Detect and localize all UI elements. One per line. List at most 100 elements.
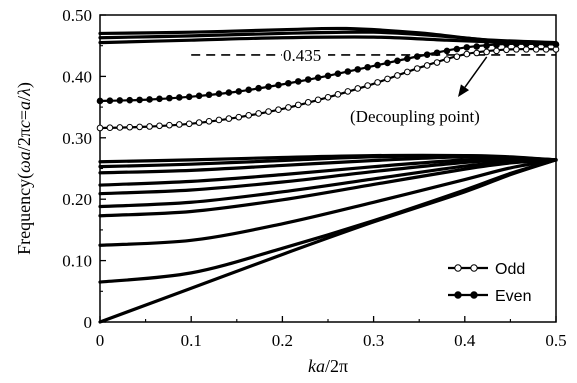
data-point: [463, 50, 471, 58]
data-point: [156, 95, 163, 103]
series-line: [98, 158, 558, 247]
series-layer: [96, 26, 560, 324]
y-tick-label: 0.50: [62, 6, 92, 25]
data-point: [136, 96, 143, 104]
y-axis-title-post: ): [14, 82, 35, 88]
legend: Odd Even: [448, 261, 531, 305]
data-point: [136, 123, 143, 131]
data-point: [463, 44, 471, 51]
y-tick-label: 0: [84, 313, 93, 332]
y-tick-label: 0.40: [62, 67, 92, 86]
data-point: [195, 119, 203, 126]
x-tick-label: 0.1: [181, 331, 202, 350]
data-point: [483, 42, 490, 50]
y-axis-title-eq: =: [14, 110, 34, 120]
x-axis-title-italic: ka: [308, 356, 325, 376]
data-point: [374, 79, 381, 86]
data-point: [126, 96, 134, 104]
data-point: [404, 55, 411, 63]
y-axis-ticks: 0 0.10 0.20 0.30 0.40 0.50: [62, 6, 106, 332]
legend-marker: [454, 264, 462, 272]
y-axis-title-italic: ωa: [14, 151, 34, 173]
annotation-layer: 0.435 (Decoupling point): [282, 45, 516, 127]
data-point: [413, 65, 421, 72]
data-point: [225, 89, 233, 96]
reference-value-label: 0.435: [283, 46, 321, 65]
data-point: [364, 82, 371, 89]
data-point: [166, 121, 173, 129]
data-point: [255, 84, 262, 92]
series-12-band: [98, 158, 558, 247]
data-point: [394, 57, 401, 65]
data-point: [324, 93, 332, 101]
data-point: [364, 63, 371, 71]
data-point: [344, 88, 352, 95]
data-point: [116, 124, 124, 131]
data-point: [176, 94, 183, 101]
data-point: [503, 46, 510, 54]
x-tick-label: 0.5: [545, 331, 566, 350]
data-point: [245, 86, 252, 94]
legend-entry-odd: Odd: [448, 261, 525, 278]
x-axis-title-rest: /2π: [325, 356, 348, 376]
y-axis-title-italic2: c: [14, 120, 34, 128]
x-tick-label: 0: [96, 331, 105, 350]
x-tick-label: 0.4: [454, 331, 476, 350]
legend-label: Even: [495, 288, 531, 305]
data-point: [443, 56, 451, 63]
data-point: [443, 47, 451, 55]
data-point: [265, 83, 272, 90]
series-14-band: [98, 158, 558, 324]
data-point: [106, 97, 114, 104]
data-point: [205, 91, 213, 99]
data-point: [433, 59, 441, 66]
data-point: [354, 66, 362, 73]
data-point: [394, 72, 401, 79]
y-axis-title-italic4: λ: [14, 88, 34, 97]
data-point: [245, 112, 252, 119]
data-point: [215, 90, 223, 97]
data-point: [185, 93, 193, 101]
data-point: [304, 99, 312, 106]
data-point: [314, 74, 322, 81]
x-tick-label: 0.2: [272, 331, 293, 350]
series-11-band: [98, 158, 558, 218]
data-point: [96, 124, 104, 132]
x-axis-title: ka/2π: [308, 356, 348, 376]
data-point: [384, 59, 391, 67]
series-9-band: [98, 158, 558, 196]
data-point: [493, 47, 500, 55]
data-point: [185, 120, 193, 128]
y-axis-title-mid: /2π: [14, 128, 34, 151]
data-point: [294, 78, 302, 85]
data-point: [433, 49, 441, 57]
data-point: [324, 72, 332, 80]
data-point: [235, 113, 243, 121]
y-axis-title: Frequency(ωa/2πc=a/λ): [14, 82, 35, 255]
data-point: [275, 106, 282, 113]
data-point: [314, 96, 322, 104]
data-point: [334, 91, 342, 98]
series-line: [98, 158, 558, 218]
series-line: [98, 158, 558, 324]
data-point: [453, 45, 461, 53]
annotation-background: [348, 107, 516, 127]
y-axis-title-slash: /: [14, 96, 34, 101]
x-axis-ticks: 0 0.1 0.2 0.3 0.4 0.5: [96, 316, 567, 350]
annotation-arrow: [464, 56, 488, 88]
data-point: [354, 85, 362, 92]
legend-marker: [454, 291, 462, 299]
series-line: [98, 158, 558, 196]
legend-marker: [470, 264, 478, 272]
series-4-band: [98, 35, 558, 46]
data-point: [205, 117, 213, 125]
data-point: [473, 49, 481, 57]
data-point: [483, 48, 490, 56]
data-point: [146, 96, 153, 103]
data-point: [413, 53, 421, 60]
data-point: [116, 97, 124, 104]
series-line: [98, 35, 558, 46]
data-point: [334, 70, 342, 77]
data-point: [453, 53, 461, 60]
